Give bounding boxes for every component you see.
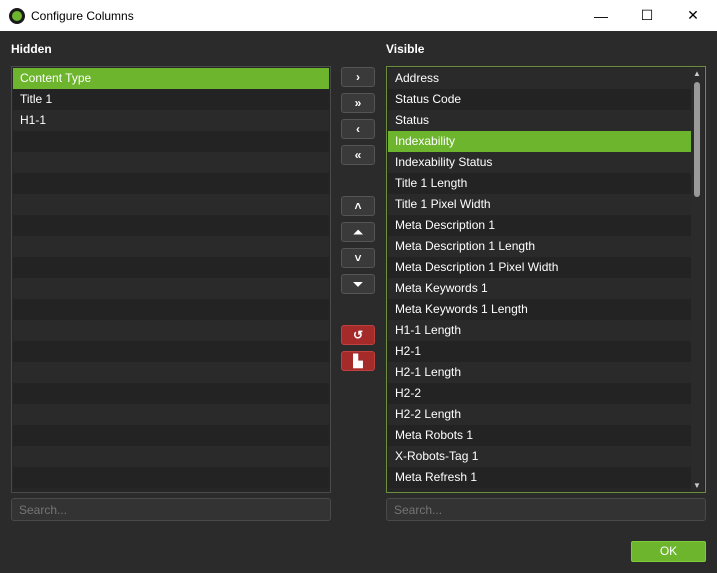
visible-search-input[interactable]: [386, 498, 706, 521]
scroll-down-icon[interactable]: ▼: [693, 481, 701, 490]
list-item[interactable]: Status Code: [388, 89, 691, 110]
list-item[interactable]: Title 1: [13, 89, 329, 110]
window-title: Configure Columns: [31, 8, 134, 23]
list-item[interactable]: Status: [388, 110, 691, 131]
scrollbar[interactable]: ▲ ▼: [691, 68, 704, 491]
list-item: [13, 320, 329, 341]
list-item[interactable]: H1-1: [13, 110, 329, 131]
list-item: [13, 299, 329, 320]
list-item[interactable]: H2-1 Length: [388, 362, 691, 383]
list-item: [13, 362, 329, 383]
list-item[interactable]: Title 1 Length: [388, 173, 691, 194]
list-item[interactable]: H2-2 Length: [388, 404, 691, 425]
move-up-button[interactable]: ˄: [341, 196, 375, 216]
visible-list[interactable]: Address Status Code Status Indexability Inde…: [386, 66, 706, 493]
scroll-up-icon[interactable]: ▲: [693, 69, 701, 78]
list-item: [13, 215, 329, 236]
list-item: [13, 173, 329, 194]
title-bar: Configure Columns — ☐ ✕: [0, 0, 717, 31]
list-item: [13, 341, 329, 362]
list-item[interactable]: Indexability: [388, 131, 691, 152]
list-item: [13, 278, 329, 299]
move-down-button[interactable]: ˅: [341, 248, 375, 268]
list-item[interactable]: Meta Keywords 1: [388, 278, 691, 299]
list-item: [13, 383, 329, 404]
scrollbar-thumb[interactable]: [694, 82, 700, 197]
list-item: [13, 404, 329, 425]
list-item[interactable]: Meta Description 1: [388, 215, 691, 236]
move-top-button[interactable]: ⏶: [341, 222, 375, 242]
list-item: [13, 131, 329, 152]
list-item: [13, 467, 329, 488]
list-item[interactable]: Indexability Status: [388, 152, 691, 173]
list-item[interactable]: H2-2: [388, 383, 691, 404]
close-button[interactable]: ✕: [687, 7, 699, 23]
list-item[interactable]: Title 1 Pixel Width: [388, 194, 691, 215]
minimize-button[interactable]: —: [594, 7, 608, 24]
list-item[interactable]: Content Type: [13, 68, 329, 89]
list-item[interactable]: H1-1 Length: [388, 320, 691, 341]
move-all-left-button[interactable]: «: [341, 145, 375, 165]
list-item[interactable]: Meta Description 1 Pixel Width: [388, 257, 691, 278]
move-bottom-button[interactable]: ⏷: [341, 274, 375, 294]
list-item: [13, 446, 329, 467]
move-left-button[interactable]: ‹: [341, 119, 375, 139]
list-item[interactable]: Meta Robots 1: [388, 425, 691, 446]
hidden-label: Hidden: [11, 42, 52, 56]
list-item: [13, 425, 329, 446]
visible-label: Visible: [386, 42, 425, 56]
maximize-button[interactable]: ☐: [640, 7, 654, 23]
list-item: [13, 152, 329, 173]
move-right-button[interactable]: ›: [341, 67, 375, 87]
hidden-search-input[interactable]: [11, 498, 331, 521]
list-item[interactable]: H2-1: [388, 341, 691, 362]
factory-reset-icon[interactable]: ▙: [341, 351, 375, 371]
list-item: [13, 257, 329, 278]
list-item[interactable]: Meta Keywords 1 Length: [388, 299, 691, 320]
list-item[interactable]: X-Robots-Tag 1: [388, 446, 691, 467]
list-item: [13, 194, 329, 215]
list-item: [13, 236, 329, 257]
hidden-list[interactable]: Content Type Title 1 H1-1: [11, 66, 331, 493]
list-item[interactable]: Meta Refresh 1: [388, 467, 691, 488]
app-logo-icon: [9, 7, 25, 24]
list-item[interactable]: Address: [388, 68, 691, 89]
list-item[interactable]: Meta Description 1 Length: [388, 236, 691, 257]
restore-icon[interactable]: ↺: [341, 325, 375, 345]
ok-button[interactable]: OK: [631, 541, 706, 562]
move-all-right-button[interactable]: »: [341, 93, 375, 113]
